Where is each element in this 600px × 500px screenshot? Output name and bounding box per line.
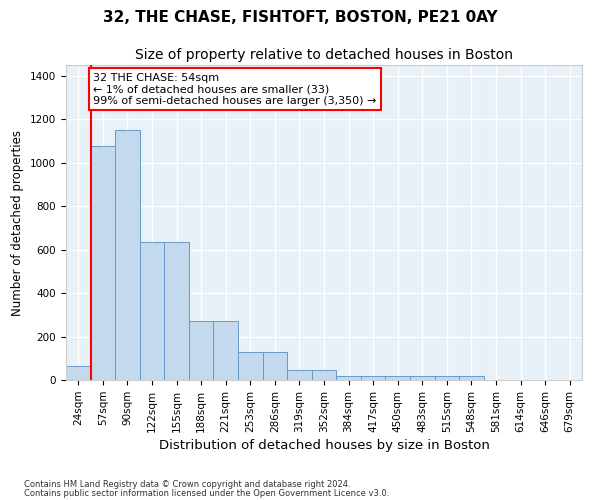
Bar (336, 376, 361, 380)
Bar (263, 352, 287, 380)
Text: Contains public sector information licensed under the Open Government Licence v3: Contains public sector information licen… (24, 489, 389, 498)
Text: Contains HM Land Registry data © Crown copyright and database right 2024.: Contains HM Land Registry data © Crown c… (24, 480, 350, 489)
Bar (385, 376, 410, 380)
Bar (91, 146, 115, 380)
Bar (287, 370, 312, 380)
Bar (189, 322, 214, 380)
Bar (361, 376, 385, 380)
Bar (66, 366, 91, 380)
Title: Size of property relative to detached houses in Boston: Size of property relative to detached ho… (135, 48, 513, 62)
Bar (140, 242, 164, 380)
Bar (238, 352, 263, 380)
Bar (410, 376, 434, 380)
Y-axis label: Number of detached properties: Number of detached properties (11, 130, 25, 316)
Bar (434, 376, 459, 380)
Bar (115, 130, 140, 380)
Bar (459, 376, 484, 380)
Bar (214, 322, 238, 380)
X-axis label: Distribution of detached houses by size in Boston: Distribution of detached houses by size … (158, 439, 490, 452)
Bar (164, 242, 189, 380)
Bar (312, 370, 336, 380)
Text: 32 THE CHASE: 54sqm
← 1% of detached houses are smaller (33)
99% of semi-detache: 32 THE CHASE: 54sqm ← 1% of detached hou… (93, 72, 376, 106)
Text: 32, THE CHASE, FISHTOFT, BOSTON, PE21 0AY: 32, THE CHASE, FISHTOFT, BOSTON, PE21 0A… (103, 10, 497, 25)
